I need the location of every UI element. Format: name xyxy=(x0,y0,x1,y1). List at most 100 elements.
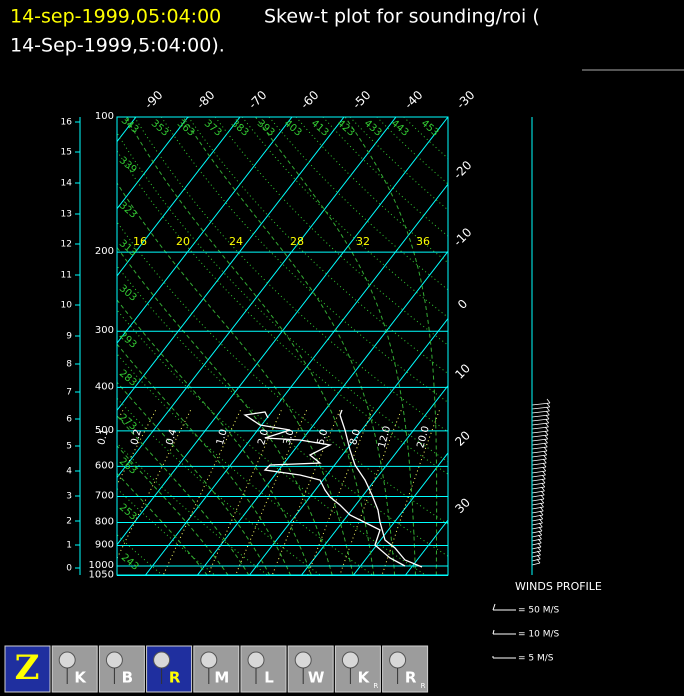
pressure-label: 100 xyxy=(95,111,114,122)
legend-item: = 10 M/S xyxy=(518,630,560,640)
legend-barb-flag xyxy=(492,603,496,611)
wind-barb xyxy=(531,542,542,546)
theta-label: 293 xyxy=(117,330,139,351)
theta-label: 339 xyxy=(117,155,139,176)
toolbar-button[interactable] xyxy=(4,645,51,693)
wind-barb xyxy=(531,518,543,522)
wind-barb-flag xyxy=(538,534,542,540)
theta-label: 253 xyxy=(117,502,139,523)
temp-top-label: -90 xyxy=(142,88,166,112)
temp-top-label: -50 xyxy=(350,88,374,112)
wind-barb-flag xyxy=(542,458,547,464)
wind-barb-flag xyxy=(543,450,548,456)
toolbar-button[interactable] xyxy=(240,645,287,693)
moist-label: 32 xyxy=(356,235,370,248)
wind-barb xyxy=(531,514,544,518)
toolbar-button[interactable] xyxy=(193,645,240,693)
theta-label: 443 xyxy=(389,118,411,139)
isotherm xyxy=(117,117,448,546)
wind-barb xyxy=(531,458,547,462)
theta-label: 423 xyxy=(335,118,357,139)
moist-adiabat xyxy=(117,472,208,575)
theta-label: 393 xyxy=(255,118,277,139)
isotherm xyxy=(145,183,448,575)
toolbar-label: L xyxy=(264,669,274,687)
isotherm xyxy=(0,117,32,575)
wind-barb-flag xyxy=(542,462,547,468)
mixing-ratio-label: 0.4 xyxy=(165,428,180,446)
mixing-ratio-line xyxy=(117,410,157,486)
moist-adiabat xyxy=(117,299,312,575)
height-label: 3 xyxy=(66,492,72,502)
mixing-ratio-label: 0.1 xyxy=(96,428,111,446)
wind-barb-flag xyxy=(540,502,544,508)
mixing-ratio-label: 8.0 xyxy=(348,428,363,446)
toolbar-label: B xyxy=(122,669,133,687)
pressure-label: 1000 xyxy=(89,560,114,571)
moist-adiabat xyxy=(117,182,354,575)
height-label: 16 xyxy=(61,118,73,128)
legend-item: = 50 M/S xyxy=(518,606,560,616)
temp-top-label: -30 xyxy=(454,88,478,112)
height-label: 5 xyxy=(66,442,72,452)
isotherm xyxy=(353,452,448,575)
wind-barb-flag xyxy=(545,422,549,428)
wind-barb xyxy=(531,538,542,542)
theta-label: 453 xyxy=(419,118,441,139)
isotherm xyxy=(249,317,448,575)
pressure-label: 500 xyxy=(95,425,114,436)
toolbar-button[interactable] xyxy=(287,645,334,693)
temp-right-label: 20 xyxy=(452,428,473,449)
height-label: 4 xyxy=(66,467,72,477)
dry-adiabat xyxy=(117,309,427,575)
toolbar-button[interactable] xyxy=(146,645,193,693)
moist-adiabat xyxy=(117,445,229,575)
wind-barb-flag xyxy=(538,522,543,528)
dry-adiabat xyxy=(376,117,448,185)
height-label: 2 xyxy=(66,517,72,527)
isotherm xyxy=(117,117,345,412)
wind-barb-flag xyxy=(541,474,546,480)
toolbar-button[interactable] xyxy=(51,645,98,693)
button-icon xyxy=(153,651,171,669)
toolbar-button[interactable] xyxy=(334,645,381,693)
wind-barb-flag xyxy=(546,406,550,412)
height-label: 9 xyxy=(66,332,72,342)
button-icon xyxy=(341,651,359,669)
wind-barb-flag xyxy=(537,542,542,548)
plot-frame xyxy=(116,116,449,576)
moist-adiabat xyxy=(344,117,438,575)
dry-adiabat xyxy=(0,117,110,576)
moist-adiabat xyxy=(117,246,333,575)
dry-adiabat xyxy=(117,534,163,575)
wind-barb-flag xyxy=(536,558,541,564)
wind-barb xyxy=(531,550,541,554)
wind-barb-flag xyxy=(545,410,550,416)
temp-right-label: -20 xyxy=(451,158,475,182)
toolbar-sublabel: R xyxy=(421,682,426,690)
wind-barb xyxy=(531,562,541,566)
mixing-ratio-label: 2.0 xyxy=(256,428,271,446)
wind-barb xyxy=(531,558,541,562)
height-label: 0 xyxy=(66,564,72,574)
dry-adiabat xyxy=(133,117,448,433)
moist-label: 20 xyxy=(176,235,190,248)
dry-adiabat xyxy=(403,117,448,160)
toolbar-button[interactable] xyxy=(382,645,429,693)
wind-barb-flag xyxy=(541,482,546,488)
dry-adiabat xyxy=(117,265,448,557)
wind-barb xyxy=(531,494,545,498)
isotherm xyxy=(301,384,448,575)
pressure-label: 200 xyxy=(95,246,114,257)
temperature-trace xyxy=(339,409,423,568)
toolbar-button[interactable] xyxy=(98,645,145,693)
mixing-ratio-label: 3.0 xyxy=(282,428,297,446)
temp-top-label: -60 xyxy=(298,88,322,112)
isotherm xyxy=(458,117,684,575)
theta-label: 353 xyxy=(149,118,171,139)
height-label: 10 xyxy=(61,301,73,311)
button-icon xyxy=(200,651,218,669)
wind-barb-flag xyxy=(545,414,550,420)
moist-adiabat xyxy=(117,381,271,575)
wind-barb xyxy=(531,534,542,538)
